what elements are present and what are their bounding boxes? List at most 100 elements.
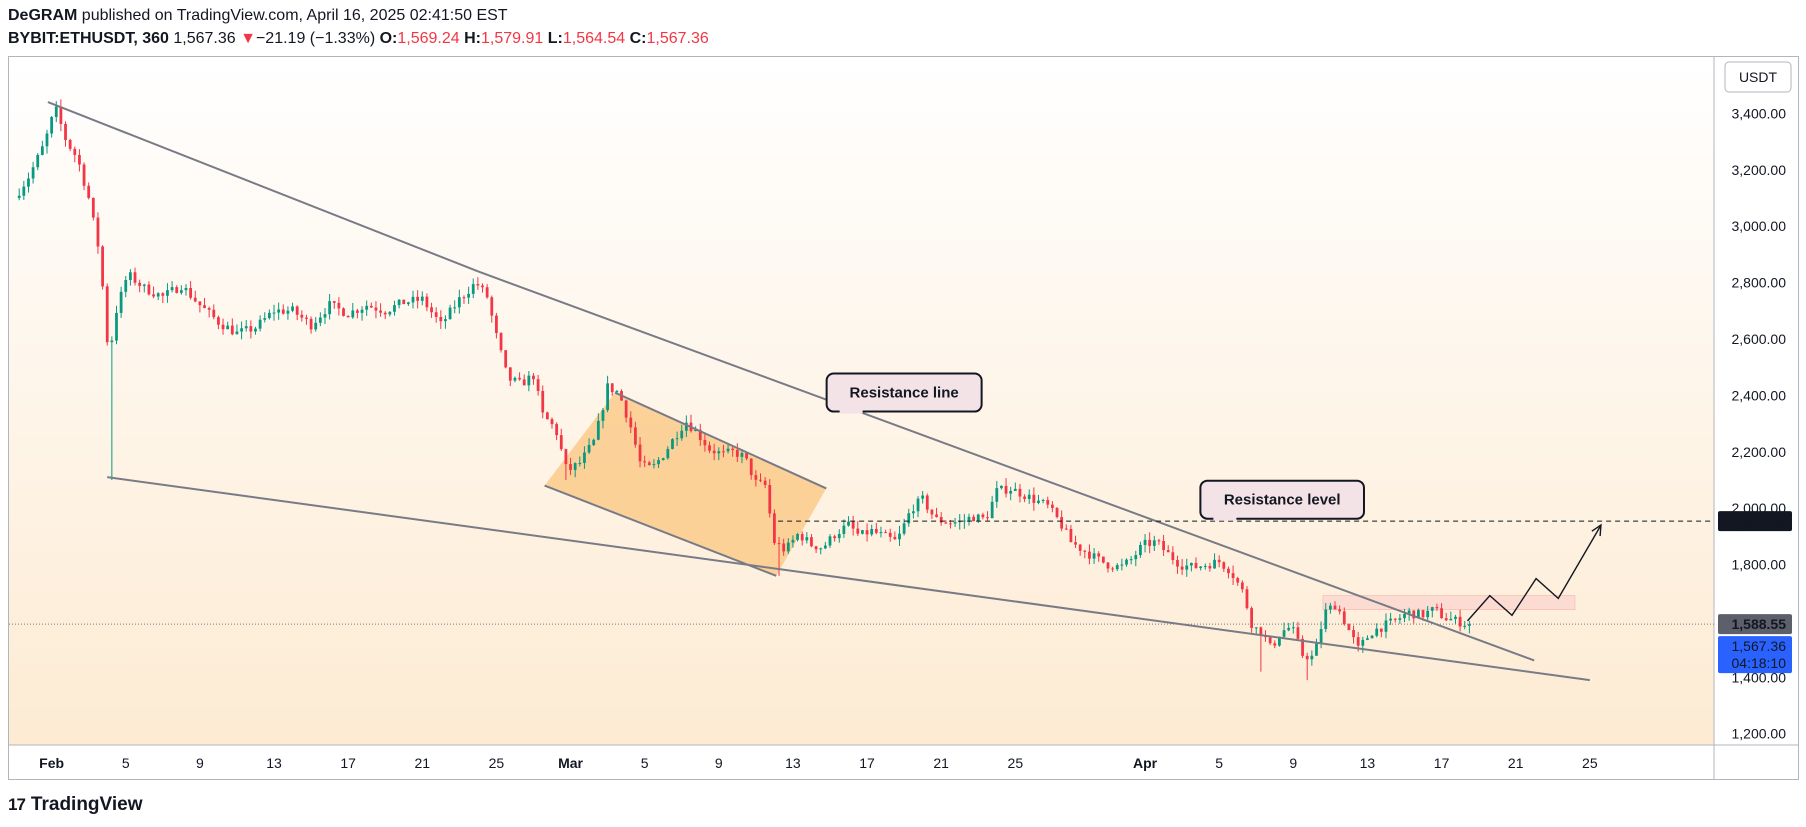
candle-body xyxy=(439,316,443,322)
candle-body xyxy=(555,424,559,436)
price-tick-label: 3,400.00 xyxy=(1732,105,1787,121)
candle-body xyxy=(1222,562,1226,569)
candle-body xyxy=(267,312,271,319)
candle-body xyxy=(184,288,188,291)
channel-upper-line[interactable] xyxy=(614,391,827,490)
candle-body xyxy=(995,488,999,502)
candle-body xyxy=(1050,504,1054,508)
symbol-name[interactable]: BYBIT:ETHUSDT, 360 xyxy=(8,30,169,47)
candle-body xyxy=(1463,625,1467,627)
candle-body xyxy=(281,309,285,314)
time-tick-label: 25 xyxy=(1582,755,1598,771)
resistance-line-callout[interactable]: Resistance line xyxy=(825,372,983,414)
close-label: C: xyxy=(629,30,647,47)
price-chart[interactable]: Resistance line Resistance level USDT 3,4… xyxy=(0,0,1806,790)
prev-close-price-tag-bg xyxy=(1718,614,1792,635)
candle-body xyxy=(411,296,415,303)
candle-body xyxy=(532,375,535,380)
candle-body xyxy=(448,307,452,320)
candle-body xyxy=(1152,540,1156,546)
candle-body xyxy=(1328,605,1332,610)
candle-body xyxy=(1106,562,1110,569)
currency-button[interactable] xyxy=(1724,61,1792,93)
candle-body xyxy=(337,302,341,309)
resistance-line[interactable] xyxy=(47,101,479,273)
candle-body xyxy=(1282,630,1286,637)
forecast-arrowhead xyxy=(1591,523,1602,537)
candle-body xyxy=(1412,610,1416,619)
candle-body xyxy=(1004,485,1008,494)
forecast-path[interactable] xyxy=(1466,524,1602,622)
candle-body xyxy=(578,463,582,465)
candle-body xyxy=(73,148,77,155)
trendlines-layer xyxy=(47,101,1714,682)
candle-body xyxy=(1435,607,1439,609)
candle-body xyxy=(1032,494,1036,503)
candle-body xyxy=(254,328,257,332)
candle-body xyxy=(902,523,906,534)
time-tick-label: 5 xyxy=(1215,755,1223,771)
resistance-line-continuation[interactable] xyxy=(477,270,1535,662)
price-axis[interactable]: USDT 3,400.00 3,200.00 3,000.00 2,800.00 2,6… xyxy=(1718,61,1792,742)
candle-body xyxy=(1227,568,1230,574)
candle-body xyxy=(351,310,355,318)
candle-body xyxy=(606,383,609,411)
candle-body xyxy=(416,296,420,301)
candle-body xyxy=(893,536,897,540)
candle-body xyxy=(735,449,739,457)
candle-body xyxy=(981,514,985,518)
candle-body xyxy=(1009,490,1013,494)
candle-body xyxy=(745,452,748,459)
candle-body xyxy=(1000,485,1003,489)
candle-body xyxy=(930,509,934,515)
open-label: O: xyxy=(379,30,398,47)
candle-body xyxy=(939,516,943,523)
candle-body xyxy=(249,326,253,332)
candle-body xyxy=(1069,529,1073,543)
candle-body xyxy=(726,448,730,452)
candle-body xyxy=(624,400,628,418)
price-tick-label: 3,200.00 xyxy=(1732,162,1787,178)
time-axis[interactable]: Feb 5 9 13 17 21 25 Mar 5 9 13 17 21 25 Apr 5 9 13 17 21 25 xyxy=(39,755,1598,771)
down-arrow-icon: ▼ xyxy=(240,30,256,47)
candle-body xyxy=(592,439,596,446)
candle-body xyxy=(1324,609,1328,630)
resistance-level-callout[interactable]: Resistance level xyxy=(1199,479,1365,521)
candle-body xyxy=(1338,609,1342,612)
support-line[interactable] xyxy=(107,476,1590,682)
resistance-price-tag: 1,953.99 xyxy=(1732,513,1787,529)
candle-body xyxy=(740,452,744,457)
candle-body xyxy=(768,484,772,514)
candle-body xyxy=(1217,559,1221,563)
prev-close-price-tag: 1,588.55 xyxy=(1732,616,1787,632)
candle-body xyxy=(907,513,911,524)
candle-body xyxy=(759,479,762,481)
candle-body xyxy=(976,514,980,522)
candle-body xyxy=(430,307,433,313)
candle-body xyxy=(82,164,86,186)
candle-body xyxy=(1449,618,1453,621)
price-change: −21.19 (−1.33%) xyxy=(255,30,376,47)
candle-body xyxy=(152,294,155,297)
candle-body xyxy=(175,287,179,293)
candle-body xyxy=(467,293,470,298)
price-tick-label: 1,800.00 xyxy=(1732,557,1787,573)
time-tick-label: 25 xyxy=(489,755,505,771)
candle-body xyxy=(309,318,313,330)
candle-body xyxy=(986,517,989,519)
candle-body xyxy=(379,310,382,313)
price-tick-label: 2,200.00 xyxy=(1732,444,1787,460)
candle-body xyxy=(1250,608,1254,628)
candle-body xyxy=(45,133,49,147)
candle-body xyxy=(865,530,869,535)
candle-body xyxy=(842,525,846,534)
candle-body xyxy=(193,297,197,302)
candle-body xyxy=(305,317,308,319)
price-tick-label: 1,200.00 xyxy=(1732,726,1787,742)
candle-body xyxy=(383,312,387,315)
candle-body xyxy=(782,543,786,552)
channel-lower-line[interactable] xyxy=(544,484,777,577)
time-tick-label: 13 xyxy=(266,755,282,771)
candle-body xyxy=(346,315,350,318)
author-name[interactable]: DeGRAM xyxy=(8,7,78,24)
